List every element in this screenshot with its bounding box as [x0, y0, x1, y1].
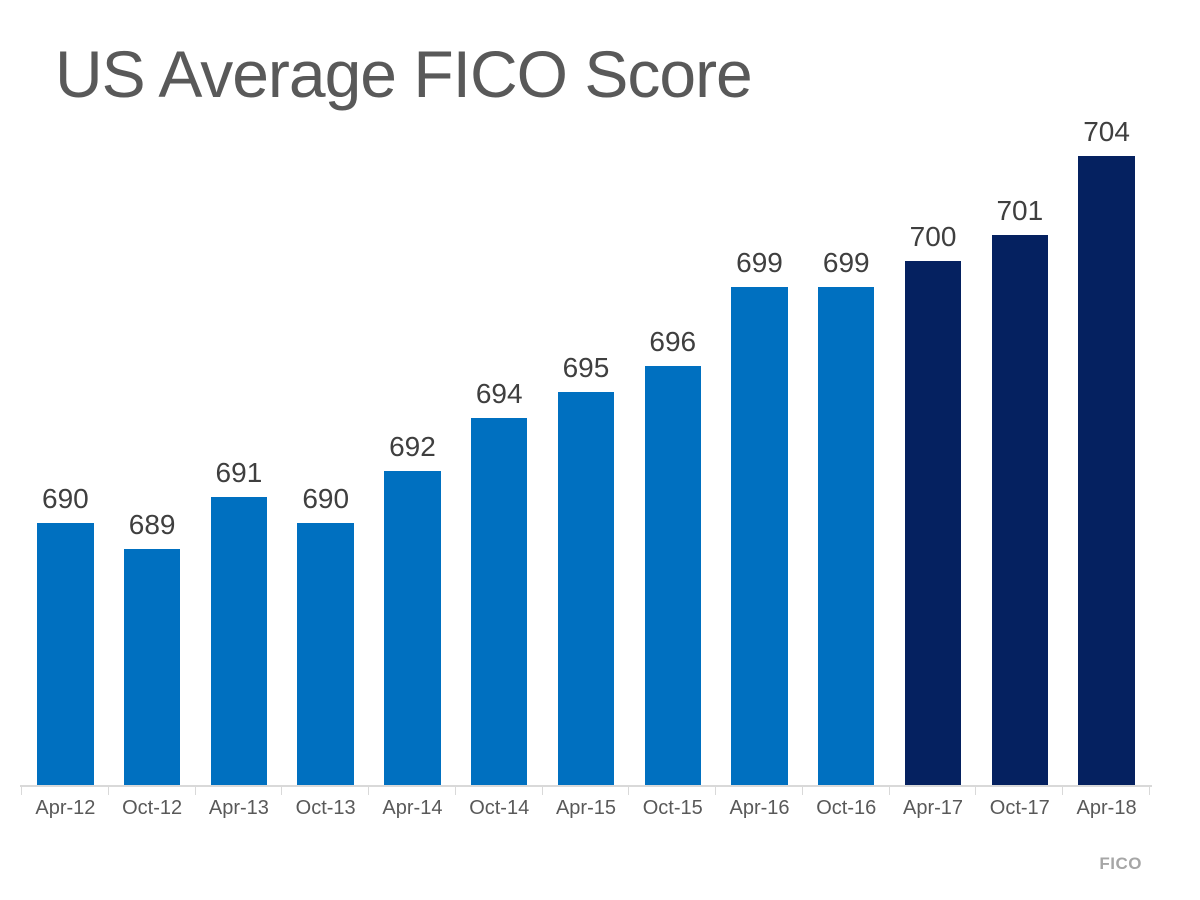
- bar-oct-14: [471, 418, 528, 785]
- bar-apr-16: [731, 287, 788, 785]
- x-axis-label: Apr-16: [729, 797, 790, 819]
- bar-column: 696 Oct-15: [629, 130, 716, 818]
- bar-column: 692 Apr-14: [369, 130, 456, 818]
- x-axis-tick: [801, 786, 803, 795]
- x-axis-label: Oct-14: [469, 797, 530, 819]
- bar-column: 691 Apr-13: [196, 130, 283, 818]
- bar-apr-14: [384, 470, 441, 785]
- bar-apr-13: [210, 496, 268, 785]
- bar-oct-13: [297, 523, 354, 785]
- bar-column: 700 Apr-17: [890, 130, 977, 819]
- x-axis-label: Oct-16: [816, 797, 877, 819]
- bar-value-label: 696: [649, 325, 697, 357]
- bar-apr-17: [904, 261, 962, 785]
- bar-value-label: 694: [475, 378, 523, 410]
- bar-column: 695 Apr-15: [543, 130, 630, 819]
- bar-column: 690 Oct-13: [282, 130, 369, 819]
- bar-column: 701 Oct-17: [976, 130, 1063, 818]
- x-axis-label: Apr-18: [1076, 797, 1137, 819]
- x-axis-label: Oct-12: [122, 797, 183, 819]
- x-axis-tick: [1149, 786, 1150, 795]
- x-axis-tick: [628, 786, 630, 795]
- bar-value-label: 690: [42, 483, 89, 514]
- bar-apr-15: [557, 392, 615, 785]
- bar-column: 699 Apr-16: [716, 130, 803, 818]
- x-axis-tick: [1062, 786, 1064, 795]
- bar-column: 699 Oct-16: [803, 130, 890, 818]
- bar-value-label: 690: [302, 483, 350, 514]
- bar-value-label: 699: [822, 247, 870, 279]
- bar-value-label: 704: [1083, 116, 1130, 148]
- x-axis-tick: [541, 786, 543, 795]
- x-axis-tick: [107, 786, 109, 795]
- x-axis-label: Apr-12: [35, 797, 96, 819]
- x-axis-label: Apr-13: [208, 797, 269, 819]
- x-axis-line: [20, 785, 1152, 787]
- bar-apr-12: [37, 523, 94, 785]
- x-axis-label: Apr-14: [382, 797, 443, 819]
- x-axis-label: Oct-13: [295, 797, 356, 819]
- x-axis-label: Oct-15: [642, 797, 703, 819]
- bar-column: 704 Apr-18: [1063, 118, 1150, 818]
- source-label: FICO: [1099, 854, 1142, 873]
- x-axis-tick: [21, 786, 22, 795]
- x-axis-tick: [454, 786, 456, 795]
- x-axis-tick: [715, 786, 717, 795]
- bar-value-label: 695: [562, 352, 610, 383]
- bar-value-label: 700: [909, 221, 957, 252]
- chart-title: US Average FICO Score: [55, 37, 753, 111]
- x-axis-label: Apr-15: [555, 797, 616, 819]
- bar-oct-15: [644, 365, 701, 785]
- bar-chart: 690 Apr-12 689 Oct-12 691 Apr-13 690 Oct-13 692 A…: [20, 118, 1152, 819]
- x-axis-tick: [281, 786, 283, 795]
- bar-column: 694 Oct-14: [456, 130, 543, 818]
- bar-oct-12: [123, 549, 181, 785]
- bar-value-label: 701: [996, 194, 1044, 226]
- bar-value-label: 692: [389, 430, 436, 462]
- bar-value-label: 699: [736, 247, 783, 279]
- bar-column: 689 Oct-12: [109, 130, 196, 818]
- x-axis-tick: [194, 786, 196, 795]
- bar-oct-17: [991, 234, 1048, 785]
- bar-oct-16: [818, 287, 875, 785]
- bar-column: 690 Apr-12: [22, 130, 109, 819]
- bar-apr-18: [1078, 156, 1135, 785]
- bar-value-label: 689: [128, 509, 176, 541]
- bar-value-label: 691: [215, 456, 263, 488]
- x-axis-label: Apr-17: [903, 797, 964, 819]
- x-axis-tick: [368, 786, 370, 795]
- x-axis-tick: [975, 786, 977, 795]
- x-axis-tick: [888, 786, 890, 795]
- plot-area: 690 Apr-12 689 Oct-12 691 Apr-13 690 Oct-13 692 A…: [22, 118, 1150, 819]
- x-axis-label: Oct-17: [989, 797, 1050, 819]
